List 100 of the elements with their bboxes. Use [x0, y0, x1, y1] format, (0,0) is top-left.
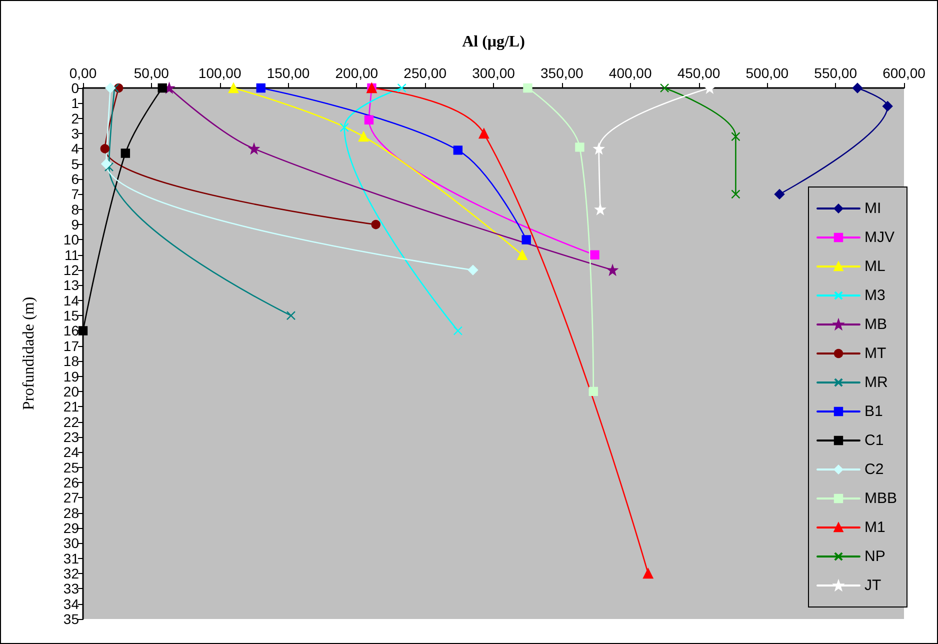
y-tick-label: 10: [63, 232, 80, 248]
point: [100, 144, 110, 154]
y-tick-label: 21: [63, 398, 80, 415]
y-tick-label: 19: [63, 368, 80, 384]
y-tick-label: 5: [71, 156, 80, 172]
legend-label: MI: [864, 200, 882, 217]
point: [643, 568, 654, 579]
y-tick-label: 12: [63, 262, 80, 278]
legend-label: JT: [864, 577, 882, 594]
legend-label: C2: [864, 461, 884, 478]
point: [340, 122, 349, 132]
legend-label: MJV: [864, 229, 894, 246]
point: [101, 158, 112, 169]
legend-label: M3: [864, 287, 886, 304]
x-tick-label: 300,00: [472, 65, 516, 81]
point: [594, 144, 604, 154]
x-tick-label: 350,00: [540, 65, 584, 81]
y-tick-label: 24: [63, 444, 80, 460]
point: [158, 83, 167, 93]
y-tick-label: 16: [63, 322, 80, 339]
legend-label: NP: [864, 548, 886, 565]
y-tick-label: 17: [63, 338, 80, 354]
point: [371, 220, 380, 230]
point: [248, 144, 260, 154]
point: [731, 132, 740, 142]
point: [105, 82, 116, 94]
legend-label: MB: [864, 316, 887, 333]
x-tick-label: 200,00: [335, 65, 378, 81]
point: [453, 326, 463, 336]
y-tick-label: 0: [71, 80, 80, 96]
point: [286, 310, 296, 320]
y-tick-label: 7: [71, 186, 80, 202]
y-tick-label: 35: [63, 611, 80, 627]
point: [852, 82, 863, 94]
point: [590, 250, 600, 260]
y-tick-label: 20: [63, 383, 80, 400]
legend-label: B1: [864, 403, 883, 420]
legend-label: MR: [864, 374, 888, 391]
x-tick-label: 550,00: [814, 65, 858, 81]
point: [882, 101, 893, 112]
legend-label: C1: [864, 432, 884, 449]
y-tick-label: 11: [64, 246, 80, 263]
x-axis-title: Al (μg/L): [462, 34, 525, 50]
point: [575, 142, 584, 152]
x-tick-label: 600,00: [882, 65, 926, 81]
y-tick-label: 27: [63, 490, 80, 506]
y-tick-label: 28: [63, 504, 80, 521]
y-tick-label: 18: [63, 353, 80, 370]
x-tick-label: 500,00: [746, 65, 789, 81]
point: [607, 264, 618, 276]
y-tick-label: 30: [63, 535, 80, 552]
point: [120, 148, 130, 158]
y-tick-label: 4: [71, 140, 80, 157]
point: [228, 82, 239, 94]
point: [364, 115, 374, 124]
point: [523, 83, 532, 93]
y-tick-label: 6: [71, 171, 80, 188]
y-tick-label: 13: [63, 277, 80, 294]
y-tick-label: 34: [63, 596, 80, 612]
point: [468, 264, 478, 276]
point: [595, 204, 606, 214]
legend-label: MBB: [864, 490, 898, 507]
y-tick-label: 9: [71, 216, 80, 233]
point: [397, 83, 406, 93]
x-tick-label: 150,00: [266, 65, 310, 81]
y-tick-label: 32: [63, 565, 80, 582]
y-tick-label: 29: [63, 520, 80, 536]
point: [453, 146, 463, 155]
x-tick-label: 50,00: [134, 65, 170, 81]
y-tick-label: 23: [63, 428, 80, 445]
point: [104, 162, 114, 172]
y-tick-label: 31: [63, 550, 80, 566]
x-tick-label: 250,00: [404, 65, 447, 81]
x-tick-label: 0,00: [69, 65, 97, 81]
point: [256, 83, 266, 93]
x-tick-label: 400,00: [608, 65, 652, 81]
x-tick-label: 450,00: [677, 65, 720, 81]
point: [588, 386, 598, 396]
y-tick-label: 25: [63, 459, 80, 476]
y-tick-label: 2: [71, 110, 80, 126]
y-axis-title: Profundidade (m): [20, 296, 38, 410]
y-tick-label: 22: [63, 414, 80, 430]
y-tick-label: 1: [71, 95, 80, 112]
point: [731, 190, 740, 199]
y-tick-label: 8: [71, 201, 80, 218]
legend-label: MT: [864, 345, 886, 362]
y-tick-label: 26: [63, 474, 80, 490]
legend-label: ML: [864, 258, 886, 275]
y-tick-label: 14: [63, 292, 80, 308]
y-tick-label: 15: [63, 308, 80, 324]
point: [358, 131, 369, 142]
point: [517, 250, 528, 260]
point: [164, 82, 174, 94]
legend-label: M1: [864, 519, 886, 536]
y-tick-label: 3: [71, 126, 80, 142]
point: [660, 83, 670, 93]
y-tick-label: 33: [63, 580, 80, 597]
point: [478, 128, 490, 139]
point: [774, 189, 785, 200]
point: [522, 235, 531, 244]
